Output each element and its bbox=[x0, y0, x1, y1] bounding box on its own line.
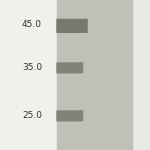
Bar bbox=[0, 0, 57, 150]
FancyBboxPatch shape bbox=[56, 110, 83, 122]
Bar bbox=[57, 0, 132, 150]
FancyBboxPatch shape bbox=[56, 62, 83, 74]
Bar bbox=[132, 0, 150, 150]
FancyBboxPatch shape bbox=[56, 19, 88, 33]
Text: 25.0: 25.0 bbox=[22, 111, 42, 120]
Text: 45.0: 45.0 bbox=[22, 20, 42, 29]
Text: 35.0: 35.0 bbox=[22, 63, 42, 72]
